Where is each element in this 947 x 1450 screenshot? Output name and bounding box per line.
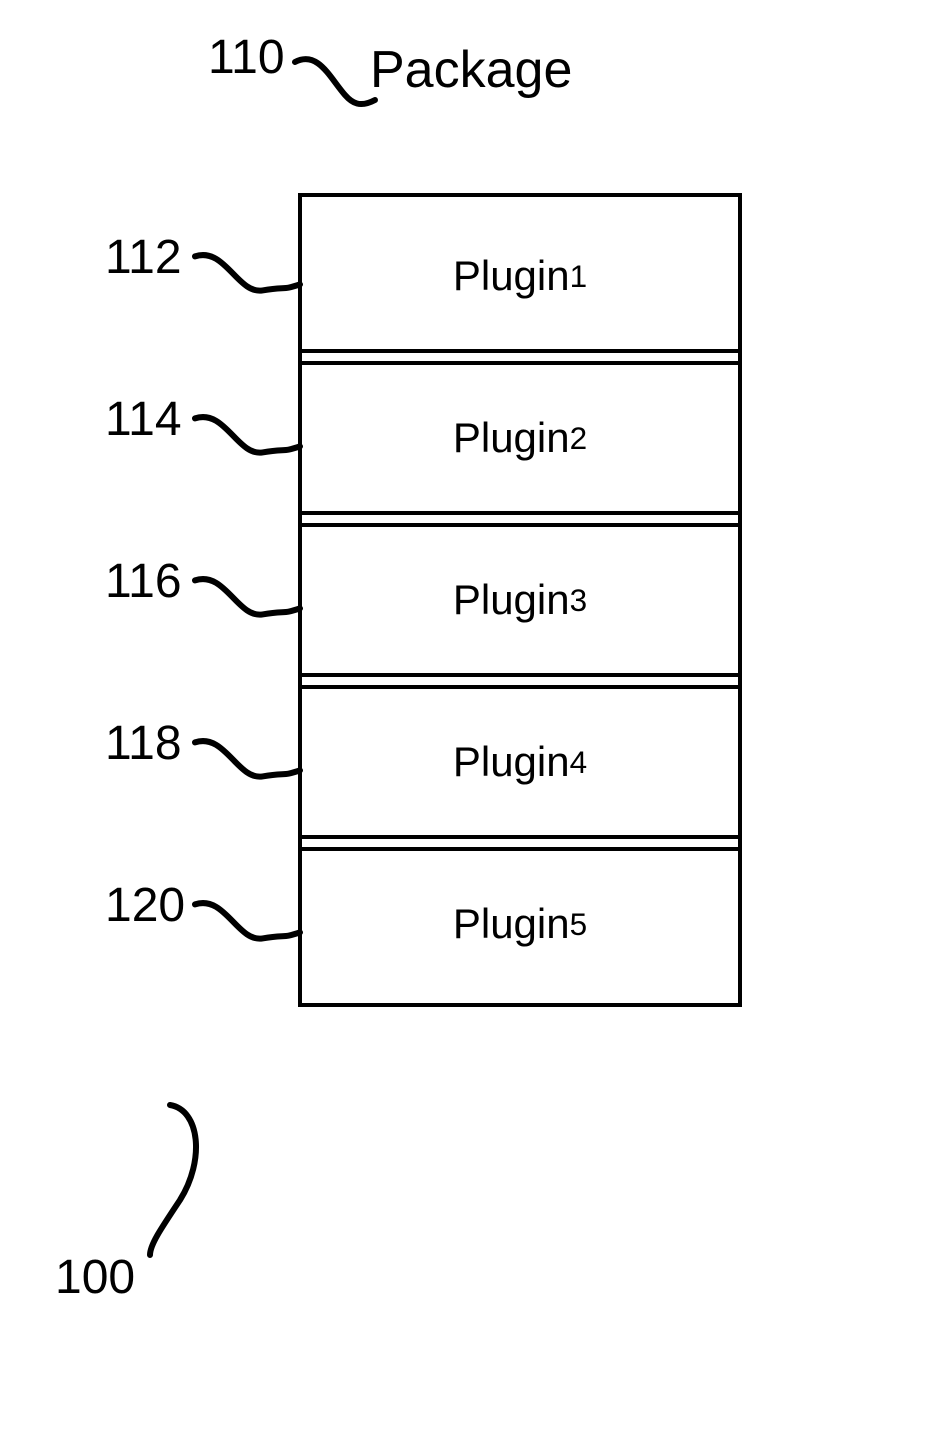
plugin-ref-116: 116 [105, 554, 182, 609]
plugin-cell-3: Plugin 3 [300, 519, 740, 681]
plugin-ref-118: 118 [105, 716, 182, 771]
title-ref-number: 110 [208, 30, 285, 85]
plugin-ref-120: 120 [105, 878, 185, 933]
plugin-connector-112 [195, 255, 300, 291]
plugin-connector-116 [195, 579, 300, 615]
title-connector [295, 59, 375, 104]
plugin-ref-114: 114 [105, 392, 182, 447]
figure-ref-number: 100 [55, 1250, 135, 1305]
title-text: Package [370, 40, 572, 100]
plugin-cell-4: Plugin 4 [300, 681, 740, 843]
diagram-canvas: 110 Package Plugin 1 112 Plugin 2 114 Plugin 3… [0, 0, 947, 1450]
plugin-connector-114 [195, 417, 300, 453]
plugin-connector-118 [195, 741, 300, 777]
plugin-connector-120 [195, 903, 300, 939]
plugin-cell-1: Plugin 1 [300, 195, 740, 357]
figure-ref-connector [150, 1105, 196, 1255]
plugin-cell-2: Plugin 2 [300, 357, 740, 519]
plugin-cell-5: Plugin 5 [300, 843, 740, 1005]
plugin-ref-112: 112 [105, 230, 182, 285]
